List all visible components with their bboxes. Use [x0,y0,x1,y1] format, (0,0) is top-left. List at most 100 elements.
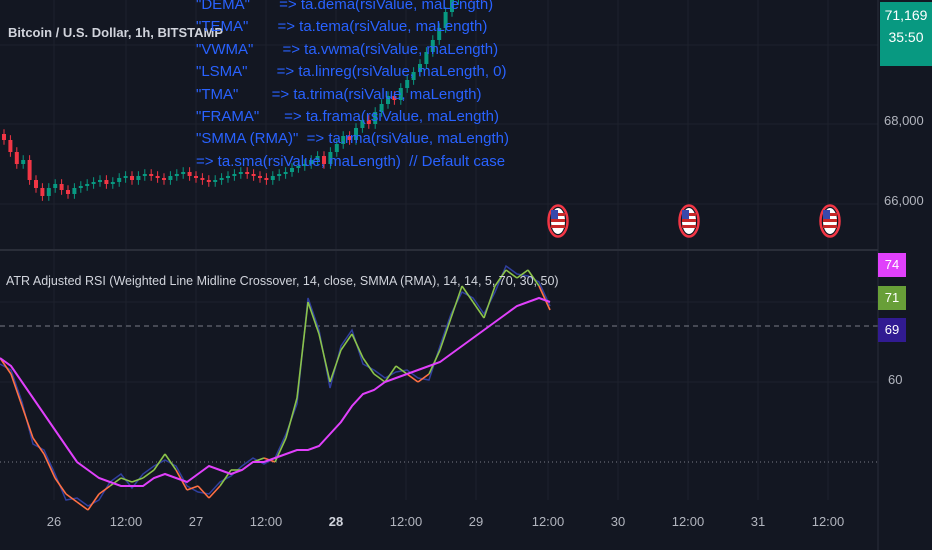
rsi-segment [32,437,45,455]
us-flag-icon[interactable] [547,204,569,238]
rsi-segment [153,453,166,471]
time-tick: 31 [750,514,766,529]
symbol-title[interactable]: Bitcoin / U.S. Dollar, 1h, BITSTAMP [8,25,224,40]
candle-body [386,96,390,104]
candle-body [373,112,378,124]
rsi-segment [472,301,485,319]
candle-body [187,172,192,176]
code-line: "FRAMA" => ta.frama(rsiValue, maLength) [196,108,499,126]
rsi-segment [527,269,540,287]
candle-body [117,178,122,182]
code-line: "TEMA" => ta.tema(rsiValue, maLength) [196,18,488,36]
rsi-segment [296,301,309,399]
candle-body [341,136,346,144]
rsi-segment [373,373,386,383]
candle-body [360,120,365,128]
code-line: "VWMA" => ta.vwma(rsiValue, maLength) [196,40,499,58]
candle-body [334,144,339,152]
rsi-segment [461,285,474,303]
candle-body [136,176,141,180]
candle-body [85,184,90,186]
candle-body [72,188,77,194]
rsi-segment [439,317,452,351]
last-price-value: 71,169 [884,7,928,23]
candle-body [264,178,269,180]
candle-body [283,172,288,174]
candle-body [219,178,224,180]
rsi-segment [406,373,419,383]
rsi-segment [0,357,12,375]
candle-body [174,174,179,176]
candle-body [424,52,429,64]
rsi-segment [120,477,133,483]
price-tick: 66,000 [884,193,924,208]
rsi-ma-line [0,296,551,487]
time-tick: 12:00 [671,514,705,529]
rsi-segment [450,285,463,319]
time-tick: 26 [46,514,62,529]
candle-body [437,28,442,40]
candle-body [347,136,352,140]
code-overlay: "DEMA" => ta.dema(rsiValue, maLength) "T… [196,0,509,173]
candle-body [2,134,6,140]
candle-body [110,182,115,184]
candle-body [168,176,173,180]
time-tick: 29 [468,514,484,529]
candle-body [104,180,109,184]
candle-body [98,180,102,182]
candle-body [213,180,218,182]
candle-body [200,178,205,180]
time-tick: 12:00 [109,514,143,529]
candle-body [270,176,275,180]
indicator-title[interactable]: ATR Adjusted RSI (Weighted Line Midline … [6,274,559,288]
rsi-segment [21,405,34,439]
rsi-segment [340,333,353,351]
time-tick: 12:00 [249,514,283,529]
candle-body [46,188,51,196]
candle-body [53,184,58,188]
candle-body [392,96,397,100]
code-line: => ta.sma(rsiValue, maLength) // Default… [196,152,506,170]
time-tick: 30 [610,514,626,529]
rsi-segment [197,485,210,499]
candle-body [206,180,211,182]
rsi-segment [186,485,199,491]
rsi-segment [76,501,89,511]
rsi-segment [395,365,408,375]
us-flag-icon[interactable] [678,204,700,238]
candle-body [379,104,384,112]
price-tick: 68,000 [884,113,924,128]
us-flag-icon[interactable] [819,204,841,238]
rsi-segment [516,269,529,279]
rsi-segment [98,485,111,495]
candle-body [149,174,154,176]
candle-body [443,12,448,28]
rsi-tag-signal: 69 [878,318,906,342]
rsi-segment [351,333,364,359]
candle-body [251,174,256,176]
rsi-segment [494,269,507,287]
candle-body [245,172,250,174]
rsi-segment [10,373,23,407]
candle-body [322,156,326,164]
candle-body [78,186,83,188]
rsi-segment [285,397,298,439]
time-tick: 28 [328,514,344,529]
candle-body [290,168,294,172]
candle-body [309,160,314,164]
rsi-segment [329,349,342,383]
candle-body [328,152,333,164]
rsi-segment [54,477,67,495]
candle-body [155,176,160,178]
rsi-segment [483,285,496,319]
candle-body [277,174,282,176]
candle-body [34,180,38,188]
rsi-segment [109,477,122,487]
time-tick: 12:00 [811,514,845,529]
candle-body [296,166,301,168]
candle-body [162,178,166,180]
rsi-segment [538,285,551,311]
rsi-segment [362,357,375,375]
rsi-pane [0,264,878,511]
rsi-segment [384,365,397,383]
